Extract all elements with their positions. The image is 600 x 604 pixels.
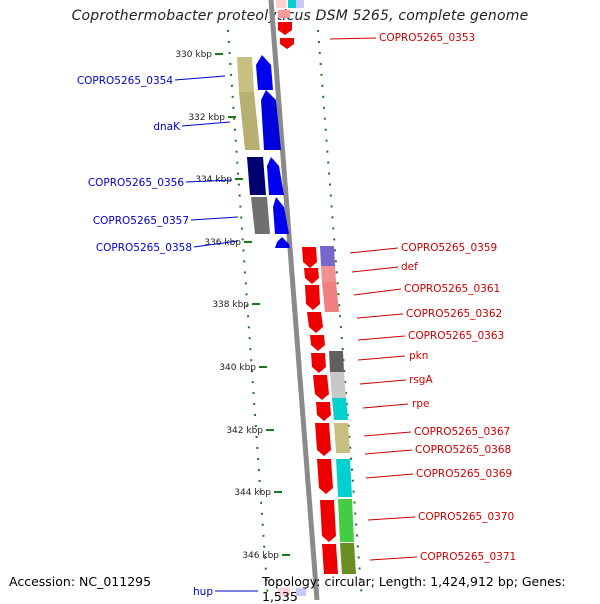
label-connector-line (193, 240, 239, 248)
map-title: Coprothermobacter proteolyticus DSM 5265… (71, 8, 529, 24)
scale-tick-label: 330 kbp (175, 50, 212, 60)
gene-copro5265-0357[interactable] (251, 197, 289, 234)
label-connector-line (351, 266, 399, 273)
label-connector-line (185, 179, 233, 183)
gene-label-left[interactable]: COPRO5265_0354 (77, 75, 174, 87)
gene-label-right[interactable]: COPRO5265_0368 (415, 444, 511, 456)
gene-label-right[interactable]: rpe (412, 398, 429, 410)
gene-label-right[interactable]: COPRO5265_0353 (379, 32, 475, 44)
gene-pkn[interactable] (311, 351, 344, 373)
gene-copro5265-0356[interactable] (247, 157, 284, 195)
label-connector-line (357, 355, 406, 361)
gene-label-right[interactable]: COPRO5265_0361 (404, 283, 500, 295)
label-connector-line (190, 216, 239, 221)
label-connector-line (364, 449, 413, 455)
label-connector-line (362, 403, 409, 409)
scale-tick-label: 340 kbp (219, 363, 256, 373)
label-connector-line (356, 313, 404, 319)
gene-label-left[interactable]: dnaK (153, 121, 181, 133)
gene-copro5265-0369[interactable] (336, 459, 352, 497)
label-connector-line (181, 121, 231, 127)
scale-tick-label: 342 kbp (226, 426, 263, 436)
label-connector-line (174, 75, 226, 81)
accession-text: Accession: NC_011295 (9, 574, 152, 589)
scale-tick-label: 334 kbp (195, 175, 232, 185)
gene-label-right[interactable]: COPRO5265_0359 (401, 242, 497, 254)
label-connector-line (329, 37, 377, 40)
gene-label-left[interactable]: COPRO5265_0358 (96, 242, 192, 254)
gene-label-right[interactable]: pkn (409, 350, 428, 362)
gene-copro5265-0370[interactable] (320, 499, 354, 542)
gene-copro5265-0371[interactable] (322, 543, 356, 574)
gene-label-right[interactable]: COPRO5265_0369 (416, 468, 512, 480)
scale-tick-label: 338 kbp (212, 300, 249, 310)
gene-label-right[interactable]: COPRO5265_0363 (408, 330, 504, 342)
gene-copro5265-0354[interactable] (237, 55, 273, 92)
gene-rpe[interactable] (316, 398, 348, 421)
label-connector-line (353, 288, 402, 296)
scale-tick-label: 346 kbp (242, 551, 279, 561)
gene-rsga[interactable] (313, 372, 346, 400)
gene-label-right[interactable]: COPRO5265_0367 (414, 426, 510, 438)
label-connector-line (369, 556, 418, 561)
gene-label-right[interactable]: COPRO5265_0371 (420, 551, 516, 563)
gene-copro5265-0363[interactable] (310, 335, 325, 351)
gene-label-right[interactable]: rsgA (409, 374, 433, 386)
gene-copro5265-0367[interactable] (315, 423, 350, 456)
gene-def[interactable] (304, 266, 336, 284)
gene-labels[interactable]: COPRO5265_0354 dnaK COPRO5265_0356 COPRO526… (77, 32, 516, 598)
label-connector-line (349, 247, 399, 254)
gene-copro5265-0368[interactable] (317, 459, 333, 494)
label-connector-line (367, 516, 416, 521)
label-connectors (174, 37, 418, 592)
label-connector-line (359, 379, 407, 385)
gene-dnak[interactable] (239, 90, 281, 150)
scale-tick-label: 332 kbp (188, 113, 225, 123)
gene-copro5265-0358[interactable] (275, 237, 290, 248)
gene-label-left[interactable]: hup (193, 586, 213, 598)
gene-copro5265-0359[interactable] (302, 246, 335, 268)
gene-label-right[interactable]: COPRO5265_0370 (418, 511, 514, 523)
gene-label-left[interactable]: COPRO5265_0356 (88, 177, 185, 189)
bottom-fragment-features (278, 588, 306, 596)
gene-label-left[interactable]: COPRO5265_0357 (93, 215, 189, 227)
gene-copro5265-0361[interactable] (305, 282, 339, 312)
label-connector-line (365, 473, 414, 479)
scale-tick-label: 344 kbp (234, 488, 271, 498)
label-connector-line (363, 431, 412, 437)
top-fragment-features (276, 0, 304, 49)
label-connector-line (357, 335, 406, 341)
backbone-line (268, 0, 320, 600)
gene-label-right[interactable]: COPRO5265_0362 (406, 308, 502, 320)
gene-copro5265-0362[interactable] (307, 312, 323, 333)
gene-label-right[interactable]: def (401, 261, 418, 273)
